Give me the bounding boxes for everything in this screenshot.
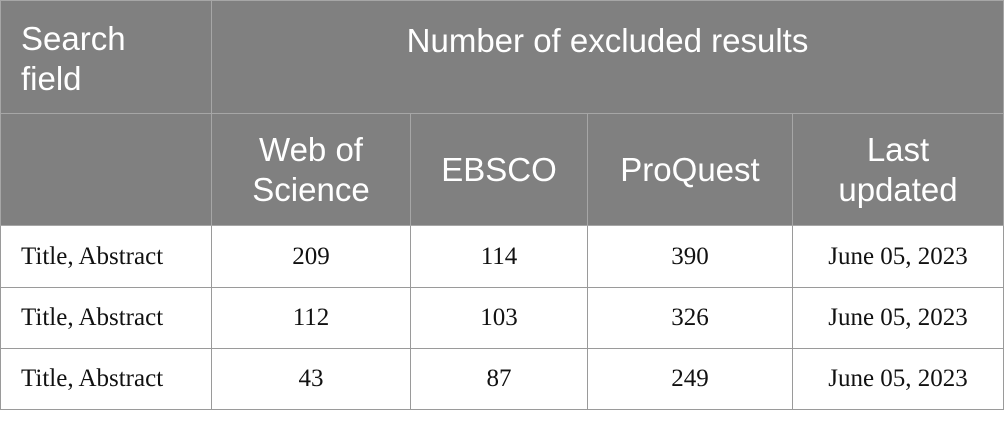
- data-cell: 43: [211, 348, 411, 410]
- header-text: EBSCO: [441, 150, 557, 188]
- data-cell: 390: [587, 225, 793, 288]
- data-cell: Title, Abstract: [0, 225, 212, 288]
- data-cell: June 05, 2023: [791, 348, 1004, 410]
- header-cell: Last updated: [791, 113, 1004, 226]
- header-cell: EBSCO: [410, 113, 588, 226]
- table-body: Title, Abstract 209 114 390 June 05, 2023 Tit…: [0, 225, 1004, 410]
- data-cell: 326: [587, 287, 793, 349]
- data-cell: 209: [211, 225, 411, 288]
- data-cell: Title, Abstract: [0, 348, 212, 410]
- header-text: Last updated: [838, 130, 958, 208]
- header-text: Number of excluded results: [406, 22, 809, 59]
- header-row: Search field Number of excluded results: [0, 0, 1004, 114]
- data-cell: 103: [410, 287, 588, 349]
- header-cell: [0, 113, 212, 226]
- header-text: ProQuest: [620, 150, 760, 188]
- data-cell: June 05, 2023: [791, 287, 1004, 349]
- header-cell: Number of excluded results: [210, 0, 1004, 114]
- results-table: Search field Number of excluded results …: [0, 0, 1004, 410]
- header-cell: ProQuest: [587, 113, 793, 226]
- data-row: Title, Abstract 112 103 326 June 05, 2023: [0, 287, 1004, 349]
- header-row: Web of Science EBSCO ProQuest Last updat…: [0, 113, 1004, 226]
- data-row: Title, Abstract 43 87 249 June 05, 2023: [0, 348, 1004, 410]
- data-cell: 249: [587, 348, 793, 410]
- data-row: Title, Abstract 209 114 390 June 05, 2023: [0, 225, 1004, 288]
- header-text: Search field: [21, 20, 126, 97]
- header-text: Web of Science: [252, 130, 370, 208]
- data-cell: June 05, 2023: [791, 225, 1004, 288]
- header-cell: Search field: [0, 0, 212, 114]
- data-cell: 87: [410, 348, 588, 410]
- data-cell: 112: [211, 287, 411, 349]
- header-cell: Web of Science: [211, 113, 411, 226]
- data-cell: 114: [410, 225, 588, 288]
- data-cell: Title, Abstract: [0, 287, 212, 349]
